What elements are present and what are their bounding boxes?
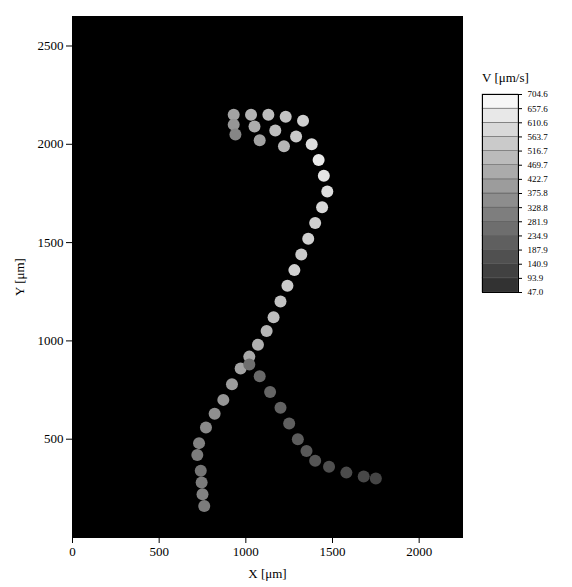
svg-text:0: 0 bbox=[69, 544, 76, 559]
svg-text:2000: 2000 bbox=[406, 544, 432, 559]
svg-text:187.9: 187.9 bbox=[528, 245, 549, 255]
svg-text:1000: 1000 bbox=[38, 333, 64, 348]
html-text:V [μm/s]: V [μm/s] bbox=[482, 70, 529, 85]
svg-text:281.9: 281.9 bbox=[528, 217, 549, 227]
svg-text:93.9: 93.9 bbox=[528, 273, 544, 283]
svg-text:516.7: 516.7 bbox=[528, 146, 549, 156]
svg-text:469.7: 469.7 bbox=[528, 160, 549, 170]
svg-text:1000: 1000 bbox=[233, 544, 259, 559]
svg-text:375.8: 375.8 bbox=[528, 188, 549, 198]
svg-text:563.7: 563.7 bbox=[528, 132, 549, 142]
svg-text:2000: 2000 bbox=[38, 136, 64, 151]
svg-text:234.9: 234.9 bbox=[528, 231, 549, 241]
svg-text:X [μm]: X [μm] bbox=[248, 566, 286, 581]
svg-text:704.6: 704.6 bbox=[528, 89, 549, 99]
svg-text:Y [μm]: Y [μm] bbox=[12, 258, 27, 296]
svg-text:500: 500 bbox=[44, 431, 64, 446]
svg-text:610.6: 610.6 bbox=[528, 118, 549, 128]
svg-text:47.0: 47.0 bbox=[528, 287, 544, 297]
svg-text:1500: 1500 bbox=[38, 235, 64, 250]
svg-text:422.7: 422.7 bbox=[528, 174, 549, 184]
svg-text:500: 500 bbox=[149, 544, 169, 559]
svg-text:1500: 1500 bbox=[320, 544, 346, 559]
svg-text:2500: 2500 bbox=[38, 38, 64, 53]
svg-text:328.8: 328.8 bbox=[528, 203, 549, 213]
svg-text:657.6: 657.6 bbox=[528, 104, 549, 114]
svg-text:140.9: 140.9 bbox=[528, 259, 549, 269]
